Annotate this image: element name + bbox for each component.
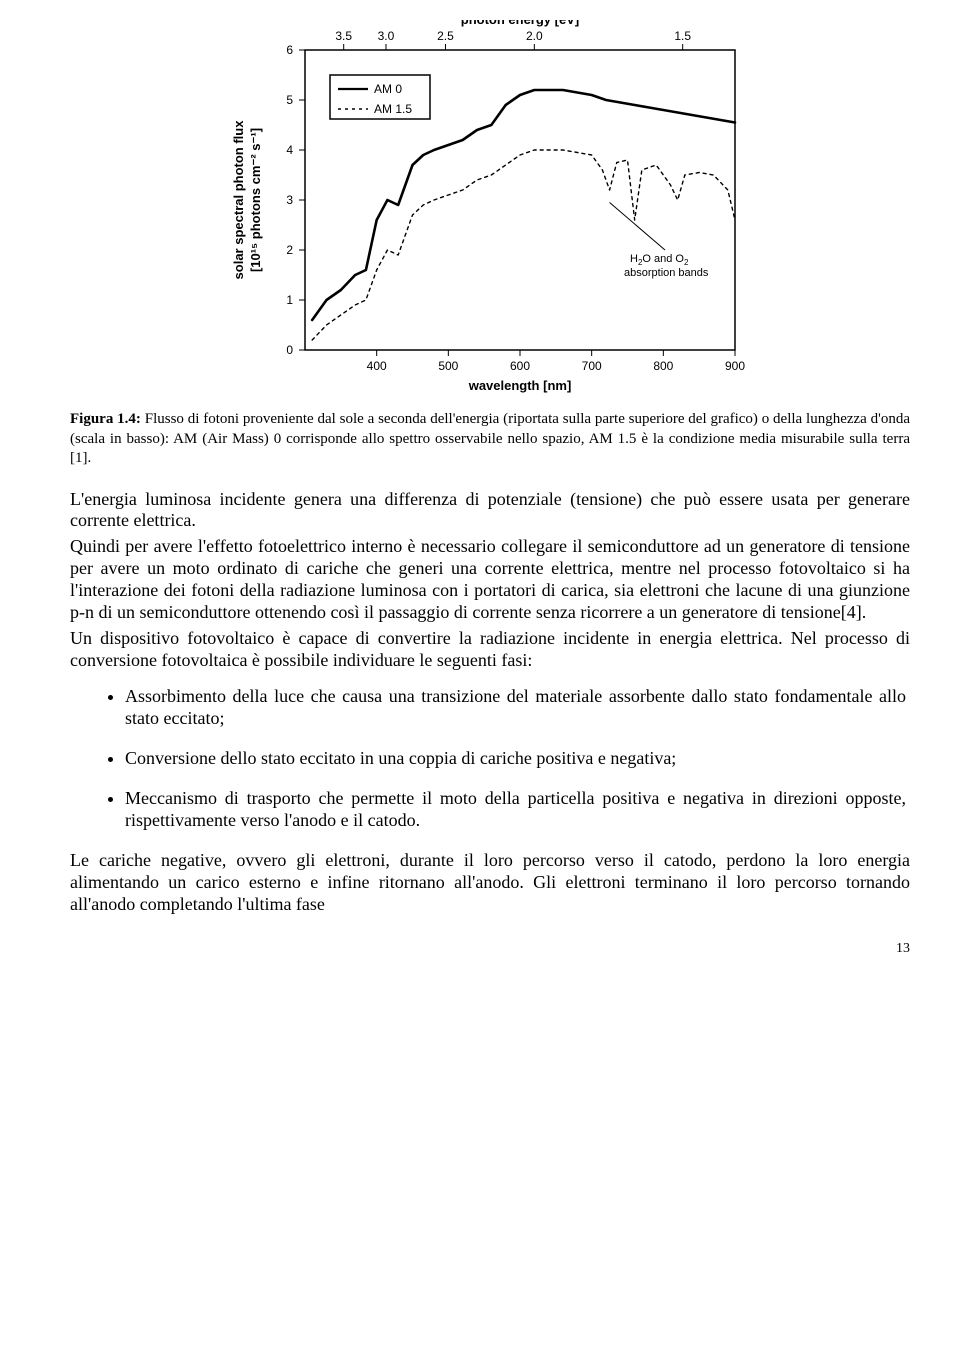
svg-text:900: 900 — [725, 359, 745, 373]
figure-label: Figura 1.4: — [70, 411, 141, 427]
svg-text:6: 6 — [286, 43, 293, 57]
svg-text:800: 800 — [653, 359, 673, 373]
svg-text:600: 600 — [510, 359, 530, 373]
svg-text:[10¹⁵ photons cm⁻² s⁻¹]: [10¹⁵ photons cm⁻² s⁻¹] — [248, 128, 263, 272]
paragraph-1: L'energia luminosa incidente genera una … — [70, 489, 910, 533]
list-item: Conversione dello stato eccitato in una … — [125, 748, 910, 770]
svg-text:400: 400 — [367, 359, 387, 373]
svg-text:2.5: 2.5 — [437, 29, 454, 43]
svg-text:700: 700 — [582, 359, 602, 373]
svg-text:5: 5 — [286, 93, 293, 107]
svg-text:3.0: 3.0 — [378, 29, 395, 43]
svg-text:1.5: 1.5 — [674, 29, 691, 43]
svg-text:AM 0: AM 0 — [374, 82, 402, 96]
paragraph-2: Quindi per avere l'effetto fotoelettrico… — [70, 536, 910, 624]
page-number: 13 — [70, 940, 910, 957]
svg-text:4: 4 — [286, 143, 293, 157]
svg-text:3.5: 3.5 — [335, 29, 352, 43]
phase-list: Assorbimento della luce che causa una tr… — [70, 686, 910, 832]
paragraph-3: Un dispositivo fotovoltaico è capace di … — [70, 628, 910, 672]
svg-text:AM 1.5: AM 1.5 — [374, 102, 412, 116]
solar-flux-chart: 400 500 600 700 800 900 wavelength [nm] 3.5 3.0 2… — [70, 20, 910, 400]
paragraph-after-list: Le cariche negative, ovvero gli elettron… — [70, 850, 910, 916]
svg-text:3: 3 — [286, 193, 293, 207]
list-item: Meccanismo di trasporto che permette il … — [125, 788, 910, 832]
svg-text:absorption bands: absorption bands — [624, 267, 709, 279]
svg-text:500: 500 — [438, 359, 458, 373]
svg-text:photon energy [eV]: photon energy [eV] — [461, 20, 579, 27]
svg-text:1: 1 — [286, 293, 293, 307]
svg-text:2.0: 2.0 — [526, 29, 543, 43]
svg-text:wavelength [nm]: wavelength [nm] — [468, 378, 572, 393]
figure-caption-text: Flusso di fotoni proveniente dal sole a … — [70, 411, 910, 466]
svg-text:0: 0 — [286, 343, 293, 357]
svg-text:solar spectral photon flux: solar spectral photon flux — [231, 120, 246, 280]
figure-caption: Figura 1.4: Flusso di fotoni proveniente… — [70, 410, 910, 469]
svg-text:2: 2 — [286, 243, 293, 257]
list-item: Assorbimento della luce che causa una tr… — [125, 686, 910, 730]
